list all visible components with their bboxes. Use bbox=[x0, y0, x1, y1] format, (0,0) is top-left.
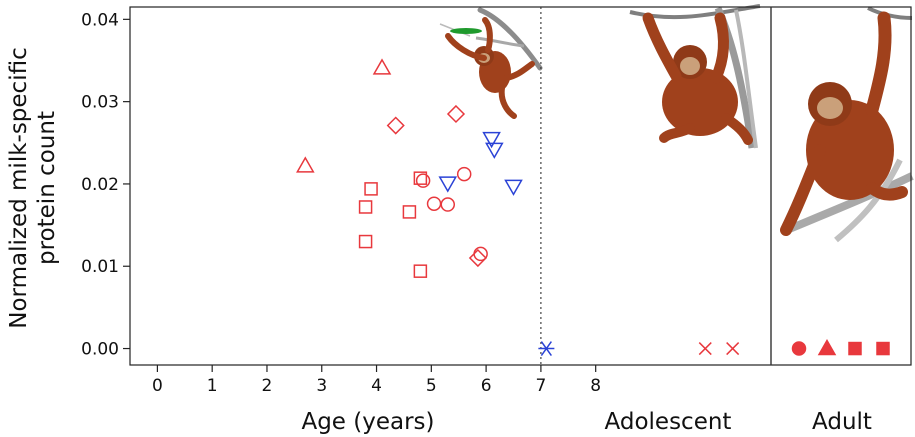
x-tick-label-5: 5 bbox=[426, 376, 437, 396]
y-tick-label-4: 0.04 bbox=[81, 10, 119, 30]
data-point-asterisk-20 bbox=[538, 341, 555, 356]
data-point-adult-triangle-up-24 bbox=[817, 339, 837, 356]
data-point-square-8 bbox=[402, 205, 417, 219]
data-point-diamond-2 bbox=[386, 116, 405, 135]
x-tick-label-6: 6 bbox=[481, 376, 492, 396]
x-axis: 0 1 2 3 4 5 6 7 8 bbox=[152, 365, 601, 396]
data-point-x-22 bbox=[726, 342, 740, 356]
group-label-adult: Adult bbox=[812, 409, 872, 435]
y-axis-title-line-1: Normalized milk-specific bbox=[6, 47, 32, 328]
data-point-square-7 bbox=[364, 182, 378, 196]
data-point-circle-15 bbox=[473, 246, 488, 262]
data-point-adult-square-26 bbox=[876, 341, 890, 356]
data-points bbox=[296, 58, 890, 356]
data-point-circle-13 bbox=[440, 197, 456, 212]
data-point-square-6 bbox=[358, 200, 373, 214]
data-point-diamond-3 bbox=[446, 104, 466, 124]
group-label-adolescent: Adolescent bbox=[605, 409, 732, 435]
y-tick-label-3: 0.03 bbox=[81, 93, 119, 113]
juvenile-orangutan-illustration bbox=[439, 7, 543, 119]
data-point-diamond-4 bbox=[468, 248, 487, 268]
data-point-square-9 bbox=[413, 171, 428, 185]
x-tick-label-1: 1 bbox=[207, 376, 218, 396]
y-axis-title-line-2: protein count bbox=[34, 111, 60, 265]
y-tick-label-1: 0.01 bbox=[81, 257, 119, 277]
y-axis: 0.00 0.01 0.02 0.03 0.04 bbox=[81, 10, 130, 360]
y-tick-label-2: 0.02 bbox=[81, 175, 119, 195]
data-point-square-5 bbox=[358, 234, 373, 249]
data-point-circle-12 bbox=[426, 196, 442, 211]
data-point-circle-11 bbox=[415, 173, 431, 188]
data-point-triangle-up-0 bbox=[296, 156, 315, 173]
x-tick-label-2: 2 bbox=[262, 376, 273, 396]
y-tick-label-0: 0.00 bbox=[81, 340, 119, 360]
data-point-circle-14 bbox=[456, 166, 472, 182]
x-tick-label-0: 0 bbox=[152, 376, 163, 396]
data-point-x-21 bbox=[698, 342, 712, 356]
x-tick-label-8: 8 bbox=[590, 376, 601, 396]
x-tick-label-4: 4 bbox=[371, 376, 382, 396]
adolescent-orangutan-illustration bbox=[629, 4, 761, 149]
data-point-triangle-up-1 bbox=[372, 58, 392, 75]
data-point-triangle-down-17 bbox=[482, 131, 501, 149]
data-point-adult-circle-23 bbox=[791, 341, 807, 356]
x-axis-title: Age (years) bbox=[301, 409, 434, 435]
data-point-triangle-down-18 bbox=[485, 142, 504, 159]
data-point-square-10 bbox=[413, 264, 428, 278]
x-tick-label-3: 3 bbox=[316, 376, 327, 396]
data-point-triangle-down-19 bbox=[504, 179, 523, 196]
plot-frame bbox=[129, 6, 912, 366]
data-point-triangle-down-16 bbox=[438, 176, 458, 193]
adult-orangutan-illustration bbox=[780, 6, 914, 243]
x-tick-label-7: 7 bbox=[535, 376, 546, 396]
data-point-adult-square-25 bbox=[848, 341, 862, 356]
